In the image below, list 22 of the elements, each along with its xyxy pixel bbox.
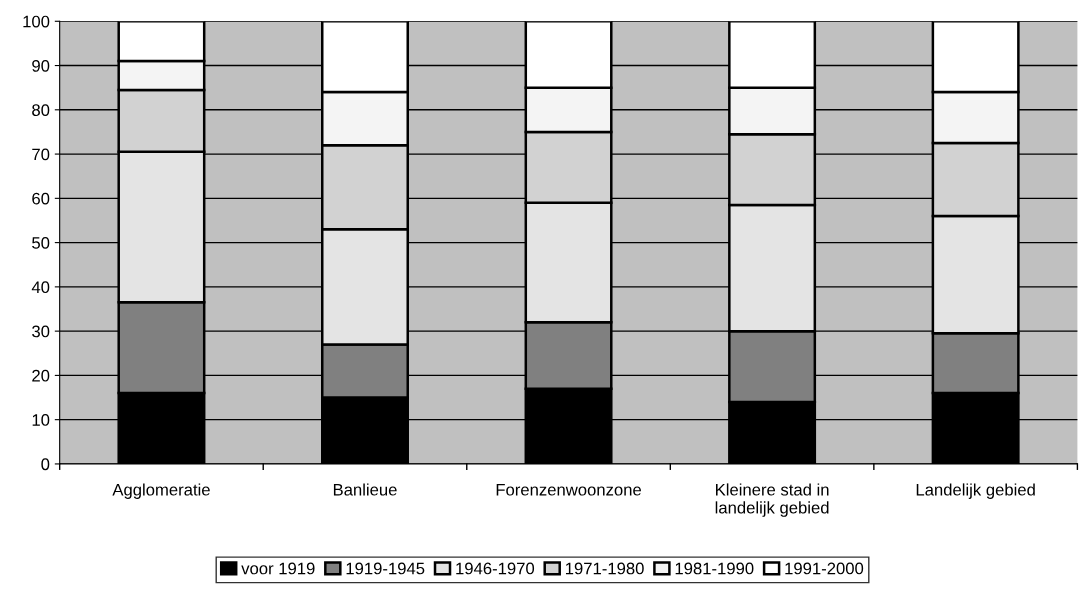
legend-label: 1971-1980 <box>565 562 644 575</box>
x-tick-label: Kleinere stad in landelijk gebied <box>715 483 829 517</box>
y-tick-label: 90 <box>32 59 50 72</box>
legend-label: 1981-1990 <box>675 562 754 575</box>
y-tick-label: 80 <box>32 104 50 117</box>
legend-label: 1991-2000 <box>785 562 864 575</box>
legend-label: 1919-1945 <box>346 562 425 575</box>
y-tick-label: 0 <box>41 458 50 471</box>
y-tick-label: 40 <box>31 281 50 294</box>
y-tick-label: 10 <box>32 414 50 426</box>
y-tick-label: 60 <box>32 192 50 205</box>
x-tick-label: Agglomeratie <box>112 483 210 499</box>
x-tick-label: Landelijk gebied <box>916 483 1035 499</box>
x-tick-label: Forenzenwoonzone <box>496 483 641 496</box>
y-tick-label: 100 <box>23 15 50 28</box>
y-tick-label: 70 <box>32 148 50 161</box>
y-tick-label: 50 <box>32 237 50 249</box>
x-tick-label: Banlieue <box>333 483 397 496</box>
legend-label: 1946-1970 <box>456 562 535 575</box>
y-tick-label: 20 <box>32 369 50 382</box>
y-tick-label: 30 <box>32 325 50 338</box>
legend-label: voor 1919 <box>241 562 315 575</box>
